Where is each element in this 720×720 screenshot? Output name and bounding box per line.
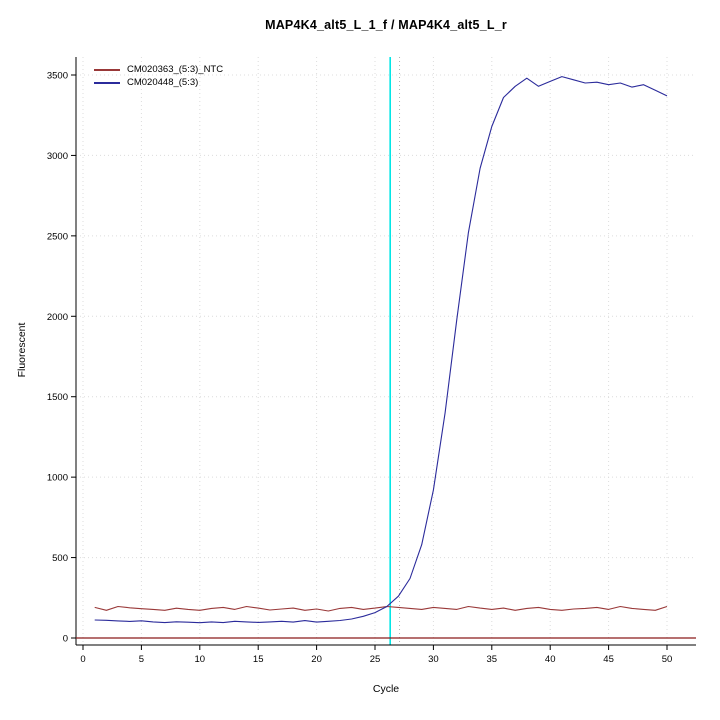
tick-labels: 0 5 10 15 20 25 30 35 40 45 5005001000150020002500… — [47, 71, 672, 666]
x-tick-label: 50 — [662, 654, 673, 665]
legend-label: CM020448_(5:3) — [127, 77, 199, 88]
series-line-1 — [94, 76, 668, 624]
legend-label: CM020363_(5:3)_NTC — [127, 64, 224, 75]
legend: CM020363_(5:3)_NTC CM020448_(5:3) — [94, 63, 223, 89]
y-tick-label: 3000 — [47, 151, 68, 162]
x-tick-label: 45 — [603, 654, 614, 665]
y-tick-label: 1000 — [47, 473, 68, 484]
legend-line-swatch-sample — [94, 81, 120, 84]
y-tick-label: 3500 — [47, 71, 68, 82]
x-tick-label: 20 — [311, 654, 322, 665]
x-axis-label: Cycle — [372, 683, 400, 695]
x-tick-label: 35 — [487, 654, 498, 665]
x-tick-label: 10 — [195, 654, 206, 665]
chart-title: MAP4K4_alt5_L_1_f / MAP4K4_alt5_L_r — [265, 18, 507, 32]
y-tick-label: 2000 — [47, 312, 68, 323]
legend-item: CM020448_(5:3) — [94, 76, 223, 89]
y-tick-label: 1500 — [47, 392, 68, 403]
legend-item: CM020363_(5:3)_NTC — [94, 63, 223, 76]
x-tick-label: 15 — [253, 654, 264, 665]
y-tick-label: 500 — [52, 553, 68, 564]
x-tick-label: 25 — [370, 654, 381, 665]
legend-line-swatch-ntc — [94, 68, 120, 71]
y-tick-label: 0 — [63, 634, 68, 645]
x-tick-label: 40 — [545, 654, 556, 665]
gridlines — [76, 57, 696, 645]
x-tick-label: 0 — [80, 654, 85, 665]
x-tick-label: 5 — [139, 654, 144, 665]
y-tick-label: 2500 — [47, 231, 68, 242]
series-line-0 — [94, 605, 668, 612]
x-tick-label: 30 — [428, 654, 439, 665]
